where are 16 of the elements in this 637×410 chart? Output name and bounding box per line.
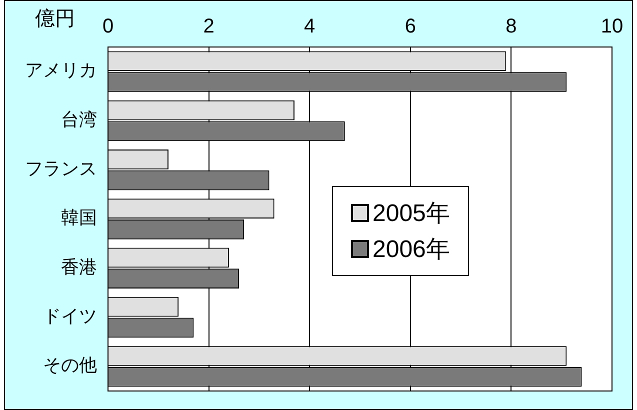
y-tick-label: 韓国 (61, 208, 97, 229)
y-tick-label: その他 (43, 355, 97, 376)
y-tick-label: フランス (25, 158, 97, 180)
legend-label: 2005年 (372, 199, 450, 229)
y-tick-label: 台湾 (61, 109, 97, 130)
x-tick-label: 8 (506, 16, 517, 38)
x-tick-label: 6 (404, 16, 416, 38)
x-axis-title: 億円 (35, 7, 75, 32)
y-tick-label: ドイツ (43, 306, 97, 327)
x-tick-label: 0 (102, 16, 114, 38)
x-tick-label: 2 (203, 16, 214, 38)
legend-label: 2006年 (372, 235, 450, 265)
y-tick-label: 香港 (61, 256, 97, 278)
y-tick-label: アメリカ (25, 60, 97, 82)
x-tick-label: 10 (600, 16, 624, 38)
x-tick-label: 4 (304, 16, 316, 38)
